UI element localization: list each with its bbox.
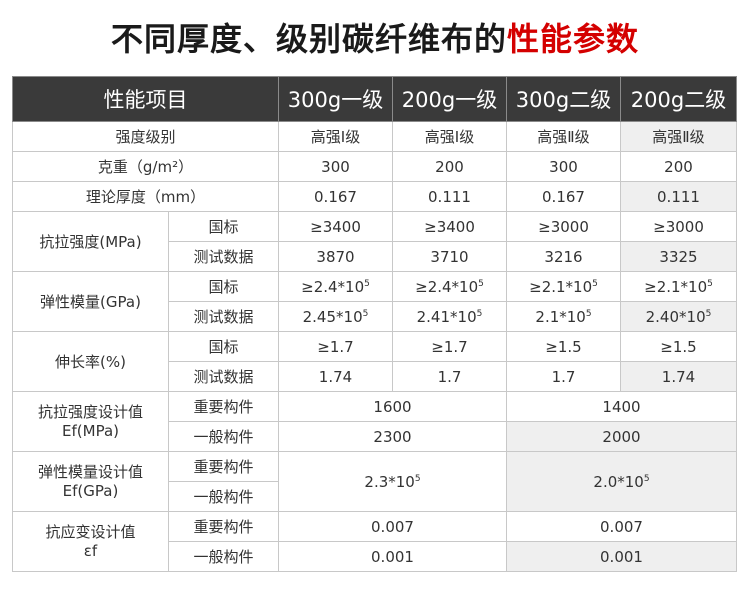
sub-label: 国标 [168,271,279,302]
table-row: 测试数据 2.45*105 2.41*105 2.1*105 2.40*105 [13,301,737,332]
table-cell: 0.111 [620,181,737,212]
row-label: 弹性模量(GPa) [12,271,169,332]
table-cell: ≥1.5 [620,331,737,362]
table-row: 一般构件 2300 2000 [13,421,737,452]
table-row: 一般构件 [13,481,737,512]
table-cell: 3216 [506,241,621,272]
table-row: 抗拉强度设计值 Ef(MPa) 重要构件 1600 1400 [12,391,737,452]
table-cell: ≥3400 [392,211,507,242]
table-row: 强度级别 高强Ⅰ级 高强Ⅰ级 高强Ⅱ级 高强Ⅱ级 [12,121,737,152]
sub-label: 国标 [168,211,279,242]
table-cell: ≥2.1*105 [506,271,621,302]
table-cell: 0.111 [392,181,507,212]
table-cell: ≥2.1*105 [620,271,737,302]
table-row: 弹性模量设计值 Ef(GPa) 重要构件 2.3*105 2.0*105 [12,451,737,512]
row-label: 弹性模量设计值 Ef(GPa) [12,451,169,512]
table-header-row: 性能项目 300g一级 200g一级 300g二级 200g二级 [12,76,737,122]
row-label: 理论厚度（mm） [12,181,279,212]
row-label: 伸长率(%) [12,331,169,392]
table-cell: 1600 [278,391,507,422]
table-cell: ≥2.4*105 [278,271,393,302]
sub-label: 重要构件 [168,451,279,482]
table-cell: 1.7 [506,361,621,392]
table-cell: ≥3000 [620,211,737,242]
table-cell: 0.167 [506,181,621,212]
table-cell: 200 [392,151,507,182]
table-cell: 2000 [506,421,737,452]
header-col: 300g一级 [278,76,393,122]
table-cell: 1400 [506,391,737,422]
table-cell: 0.001 [506,541,737,572]
table-cell: 1.74 [278,361,393,392]
row-label: 强度级别 [12,121,279,152]
table-cell: ≥1.5 [506,331,621,362]
table-cell: 0.007 [278,511,507,542]
table-cell: 2.45*105 [278,301,393,332]
title-main: 不同厚度、级别碳纤维布的 [110,20,507,58]
table-cell: 2.0*105 [506,451,737,512]
table-row: 伸长率(%) 国标 ≥1.7 ≥1.7 ≥1.5 ≥1.5 [12,331,737,392]
row-label: 抗应变设计值 εf [12,511,169,572]
table-row: 理论厚度（mm） 0.167 0.111 0.167 0.111 [12,181,737,212]
table-cell: 高强Ⅰ级 [392,121,507,152]
table-row: 弹性模量(GPa) 国标 ≥2.4*105 ≥2.4*105 ≥2.1*105 … [12,271,737,332]
table-cell: 高强Ⅱ级 [620,121,737,152]
table-cell: 1.74 [620,361,737,392]
table-cell: 2.3*105 [278,451,507,512]
sub-label: 重要构件 [168,391,279,422]
sub-label: 国标 [168,331,279,362]
table-cell: ≥3400 [278,211,393,242]
table-cell: 高强Ⅱ级 [506,121,621,152]
table-cell: 300 [506,151,621,182]
sub-label: 测试数据 [168,301,279,332]
header-col: 200g二级 [620,76,737,122]
table-cell: 2300 [278,421,507,452]
table-cell: 1.7 [392,361,507,392]
table-cell: 3870 [278,241,393,272]
sub-label: 测试数据 [168,361,279,392]
table-row: 一般构件 0.001 0.001 [13,541,737,572]
table-cell: 2.40*105 [620,301,737,332]
row-label: 克重（g/m²） [12,151,279,182]
table-cell: 2.1*105 [506,301,621,332]
table-cell: 高强Ⅰ级 [278,121,393,152]
header-col: 200g一级 [392,76,507,122]
table-cell: 200 [620,151,737,182]
table-row: 抗拉强度(MPa) 国标 ≥3400 ≥3400 ≥3000 ≥3000 [12,211,737,272]
row-label: 抗拉强度设计值 Ef(MPa) [12,391,169,452]
table-cell: ≥1.7 [392,331,507,362]
table-cell: ≥3000 [506,211,621,242]
row-label: 抗拉强度(MPa) [12,211,169,272]
header-item: 性能项目 [12,76,279,122]
sub-label: 重要构件 [168,511,279,542]
spec-table: 性能项目 300g一级 200g一级 300g二级 200g二级 强度级别 高强… [12,76,737,572]
sub-label: 一般构件 [168,541,279,572]
table-row: 测试数据 1.74 1.7 1.7 1.74 [13,361,737,392]
table-cell: 3325 [620,241,737,272]
sub-label: 一般构件 [168,481,279,512]
title-highlight: 性能参数 [507,20,640,58]
table-cell: 0.167 [278,181,393,212]
table-row: 克重（g/m²） 300 200 300 200 [12,151,737,182]
table-cell: 300 [278,151,393,182]
header-col: 300g二级 [506,76,621,122]
sub-label: 一般构件 [168,421,279,452]
table-cell: 2.41*105 [392,301,507,332]
sub-label: 测试数据 [168,241,279,272]
page-title: 不同厚度、级别碳纤维布的性能参数 [0,14,750,60]
table-row: 抗应变设计值 εf 重要构件 0.007 0.007 [12,511,737,572]
table-row: 测试数据 3870 3710 3216 3325 [13,241,737,272]
table-cell: 3710 [392,241,507,272]
table-cell: ≥1.7 [278,331,393,362]
table-cell: 0.001 [278,541,507,572]
table-cell: 0.007 [506,511,737,542]
table-cell: ≥2.4*105 [392,271,507,302]
